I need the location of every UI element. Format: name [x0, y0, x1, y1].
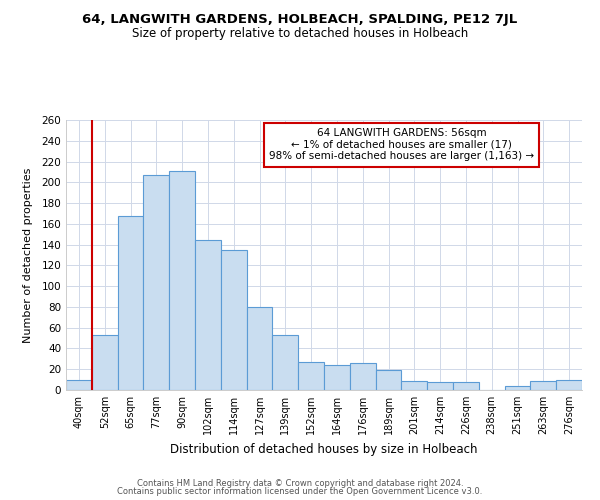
Bar — [427, 382, 453, 390]
Text: 64 LANGWITH GARDENS: 56sqm
← 1% of detached houses are smaller (17)
98% of semi-: 64 LANGWITH GARDENS: 56sqm ← 1% of detac… — [269, 128, 534, 162]
Text: Contains public sector information licensed under the Open Government Licence v3: Contains public sector information licen… — [118, 487, 482, 496]
Bar — [247, 307, 272, 390]
Bar — [401, 380, 427, 390]
X-axis label: Distribution of detached houses by size in Holbeach: Distribution of detached houses by size … — [170, 442, 478, 456]
Bar — [453, 382, 479, 390]
Bar — [143, 175, 169, 390]
Bar — [350, 363, 376, 390]
Bar — [92, 335, 118, 390]
Text: 64, LANGWITH GARDENS, HOLBEACH, SPALDING, PE12 7JL: 64, LANGWITH GARDENS, HOLBEACH, SPALDING… — [82, 12, 518, 26]
Bar — [530, 380, 556, 390]
Bar — [505, 386, 530, 390]
Bar — [66, 380, 92, 390]
Bar — [298, 362, 324, 390]
Text: Size of property relative to detached houses in Holbeach: Size of property relative to detached ho… — [132, 28, 468, 40]
Text: Contains HM Land Registry data © Crown copyright and database right 2024.: Contains HM Land Registry data © Crown c… — [137, 478, 463, 488]
Bar — [324, 365, 350, 390]
Y-axis label: Number of detached properties: Number of detached properties — [23, 168, 33, 342]
Bar — [195, 240, 221, 390]
Bar — [376, 370, 401, 390]
Bar — [169, 171, 195, 390]
Bar — [272, 335, 298, 390]
Bar — [556, 380, 582, 390]
Bar — [221, 250, 247, 390]
Bar — [118, 216, 143, 390]
